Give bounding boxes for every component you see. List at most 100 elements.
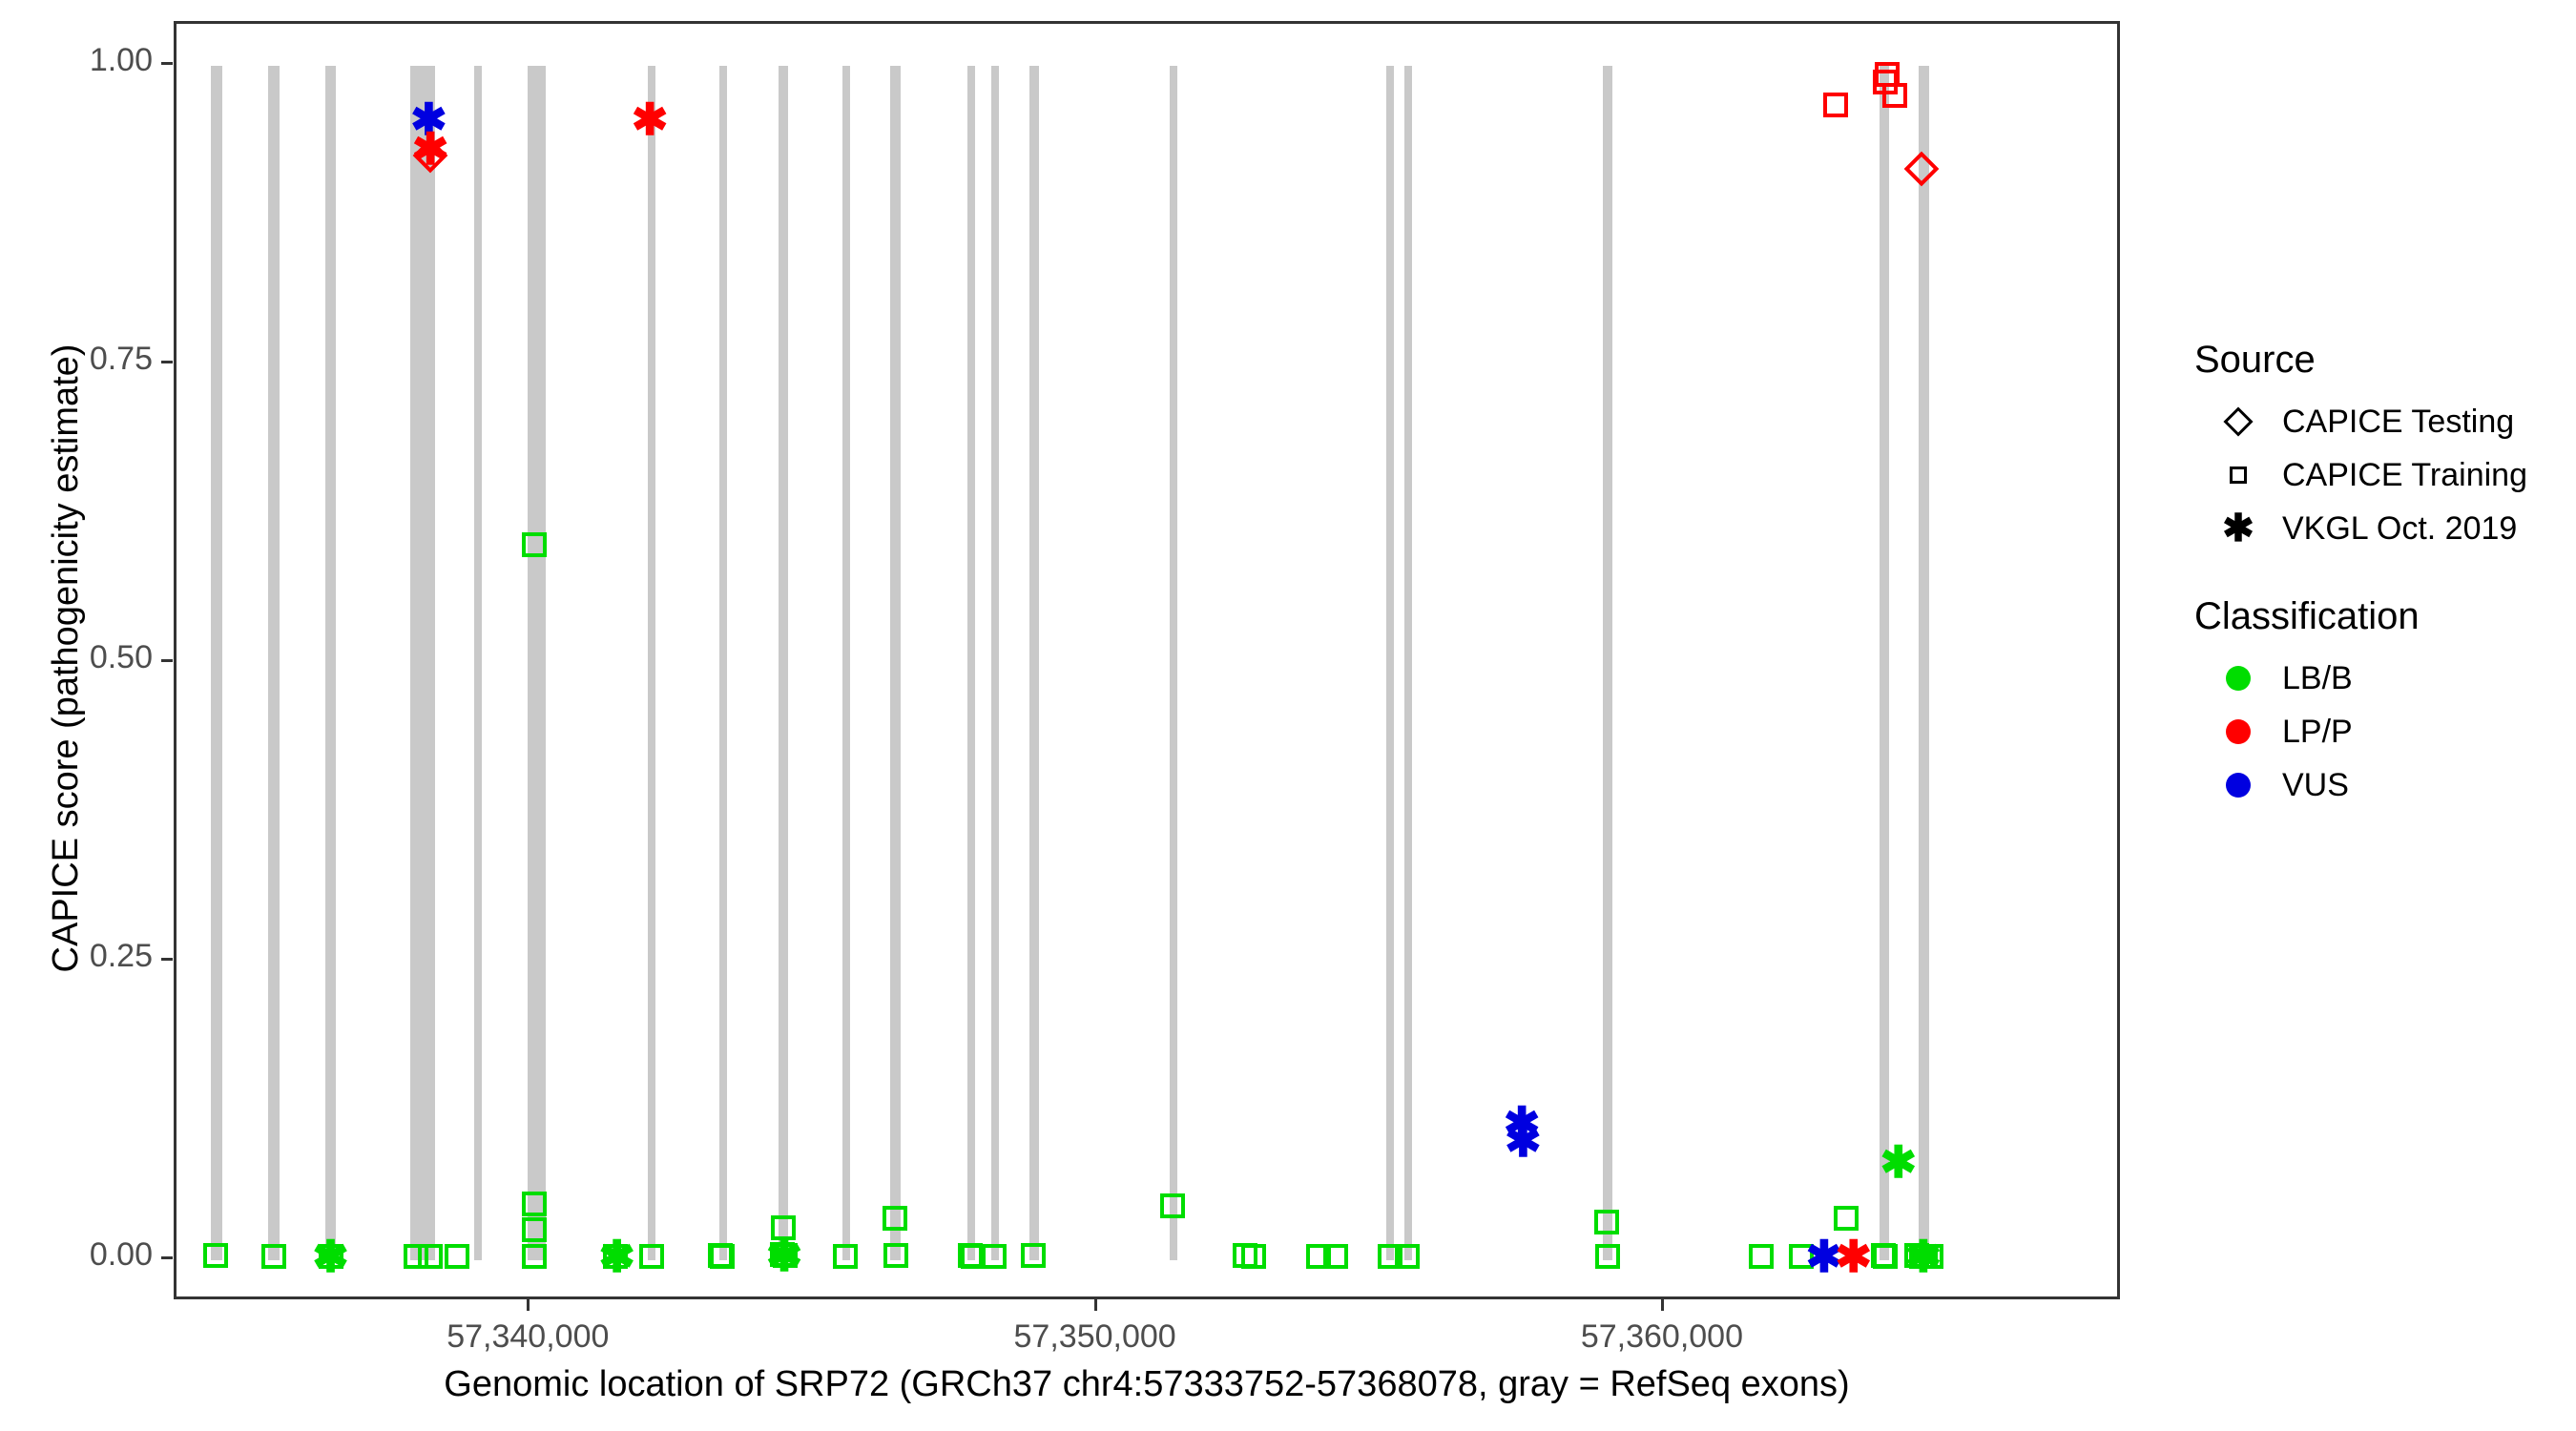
data-point-asterisk: ✱: [410, 94, 447, 145]
data-point-square: [1834, 1206, 1859, 1232]
data-point-asterisk: ✱: [765, 1231, 803, 1281]
data-point-square: [882, 1206, 907, 1232]
exon-bar: [1919, 65, 1929, 1261]
data-point-square: [1323, 1244, 1349, 1270]
exon-bar: [779, 65, 789, 1261]
exon-bar: [719, 65, 728, 1261]
exon-bar: [647, 65, 656, 1261]
asterisk-icon: ✱: [2222, 508, 2254, 550]
x-tick-label: 57,350,000: [1013, 1318, 1176, 1355]
y-tick-mark: [161, 360, 173, 363]
data-point-square: [521, 532, 547, 558]
data-point-asterisk: ✱: [1904, 1232, 1942, 1282]
x-tick-label: 57,360,000: [1580, 1318, 1744, 1355]
data-point-square: [1021, 1243, 1047, 1269]
data-point-asterisk: ✱: [1835, 1232, 1873, 1282]
x-tick-mark: [527, 1299, 530, 1311]
data-point-square: [1882, 83, 1908, 109]
exon-bar: [1029, 65, 1039, 1261]
data-point-square: [771, 1215, 797, 1241]
exon-bar: [528, 65, 546, 1261]
data-point-diamond: [412, 137, 448, 174]
legend-group-classification: Classification LB/B LP/P VUS: [2194, 595, 2557, 812]
y-tick-label: 0.75: [89, 340, 153, 377]
data-point-square: [1788, 1244, 1814, 1270]
y-tick-label: 0.25: [89, 938, 153, 975]
data-point-square: [603, 1244, 629, 1270]
y-tick-label: 0.00: [89, 1236, 153, 1274]
data-point-square: [1160, 1192, 1186, 1218]
legend-group-source: Source CAPICE Testing CAPICE Training ✱ …: [2194, 339, 2557, 555]
legend-label-vus: VUS: [2282, 766, 2349, 803]
y-axis-title: CAPICE score (pathogenicity estimate): [46, 343, 86, 973]
data-point-square: [1872, 1244, 1898, 1270]
data-point-diamond: [1903, 151, 1940, 186]
data-point-square: [1870, 1243, 1896, 1269]
data-point-square: [638, 1244, 664, 1270]
exon-bar: [324, 65, 337, 1261]
legend-label-capice-training: CAPICE Training: [2282, 456, 2527, 493]
y-tick-mark: [161, 61, 173, 65]
y-tick-label: 0.50: [89, 639, 153, 675]
data-point-square: [772, 1243, 798, 1269]
data-point-square: [203, 1243, 229, 1269]
data-point-square: [1913, 1244, 1939, 1270]
data-point-asterisk: ✱: [411, 124, 449, 175]
data-point-square: [1904, 1243, 1930, 1269]
data-point-layer: ✱ ✱ ✱ ✱ ✱ ✱ ✱ ✱ ✱ ✱ ✱ ✱: [177, 24, 2117, 1296]
x-tick-mark: [1093, 1299, 1097, 1311]
data-point-square: [958, 1243, 984, 1269]
data-point-square: [418, 1244, 444, 1270]
data-point-square: [1241, 1244, 1267, 1270]
exon-bar: [990, 65, 999, 1261]
legend-item-vkgl[interactable]: ✱ VKGL Oct. 2019: [2194, 502, 2557, 555]
diamond-icon: [2212, 395, 2265, 448]
data-point-square: [1377, 1244, 1402, 1270]
data-point-square: [883, 1243, 909, 1269]
legend-item-capice-testing[interactable]: CAPICE Testing: [2194, 395, 2557, 448]
data-point-square: [1306, 1244, 1332, 1270]
y-tick-label: 1.00: [89, 41, 153, 78]
data-point-asterisk: ✱: [598, 1232, 635, 1282]
exon-bar: [842, 65, 851, 1261]
data-point-square: [521, 1192, 547, 1217]
data-point-square: [1594, 1244, 1620, 1270]
circle-icon-vus: [2212, 758, 2265, 812]
data-point-asterisk: ✱: [1503, 1098, 1541, 1149]
data-point-square: [1594, 1210, 1620, 1235]
square-icon: [2212, 448, 2265, 502]
data-point-square: [833, 1244, 859, 1270]
legend-item-lpp[interactable]: LP/P: [2194, 705, 2557, 758]
legend-item-capice-training[interactable]: CAPICE Training: [2194, 448, 2557, 502]
legend-item-lbb[interactable]: LB/B: [2194, 652, 2557, 705]
data-point-square: [708, 1243, 734, 1269]
data-point-square: [1823, 93, 1849, 118]
legend-label-lbb: LB/B: [2282, 659, 2353, 696]
data-point-square: [1233, 1243, 1258, 1269]
legend-title-source: Source: [2194, 339, 2316, 381]
plot-panel: ✱ ✱ ✱ ✱ ✱ ✱ ✱ ✱ ✱ ✱ ✱ ✱: [174, 21, 2120, 1299]
circle-icon-lpp: [2212, 705, 2265, 758]
data-point-square: [1919, 1244, 1944, 1270]
legend-item-vus[interactable]: VUS: [2194, 758, 2557, 812]
y-tick-mark: [161, 1256, 173, 1260]
exon-bar: [1385, 65, 1395, 1261]
data-point-square: [521, 1216, 547, 1242]
exon-bar: [410, 65, 435, 1261]
exon-bar: [268, 65, 280, 1261]
x-tick-label: 57,340,000: [447, 1318, 610, 1355]
circle-icon-lbb: [2212, 652, 2265, 705]
data-point-square: [960, 1244, 986, 1270]
data-point-asterisk: ✱: [1880, 1137, 1918, 1188]
y-tick-mark: [161, 659, 173, 662]
exon-layer: [177, 24, 2117, 1296]
data-point-square: [1873, 70, 1899, 95]
legend-label-capice-testing: CAPICE Testing: [2282, 403, 2515, 440]
data-point-square: [1909, 1244, 1935, 1270]
data-point-square: [1875, 61, 1901, 87]
legend-label-vkgl: VKGL Oct. 2019: [2282, 509, 2518, 547]
data-point-square: [769, 1241, 795, 1267]
legend-label-lpp: LP/P: [2282, 713, 2353, 750]
data-point-square: [710, 1244, 736, 1270]
